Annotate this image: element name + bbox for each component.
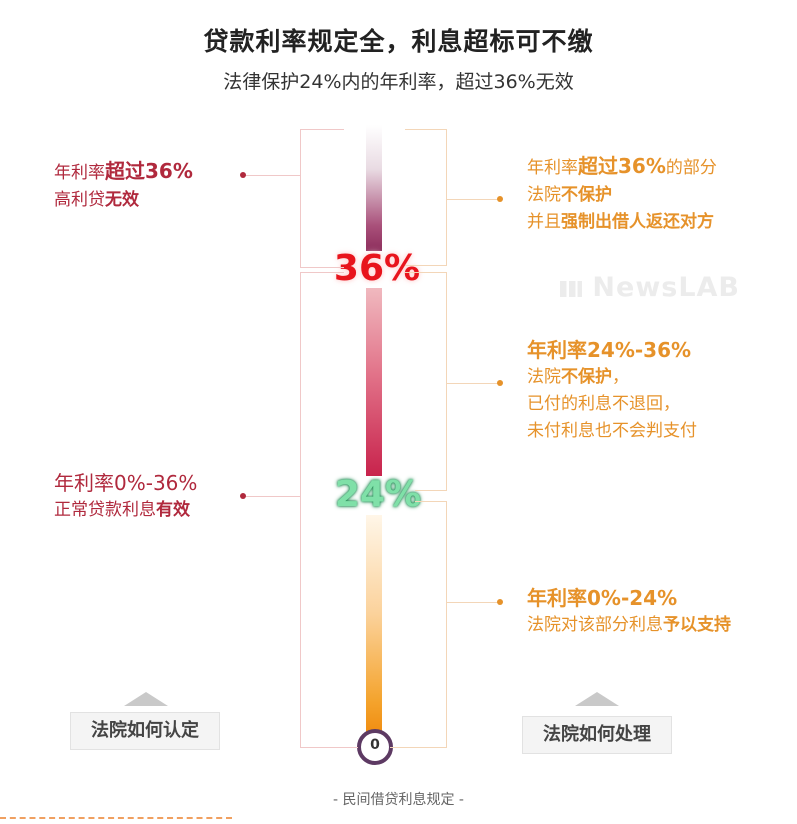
- left-top-connector: [245, 175, 301, 176]
- right-bottom-bracket-bottom: [390, 747, 447, 748]
- right-bottom-bracket-top: [415, 501, 447, 502]
- left-top-bracket-top: [300, 129, 344, 130]
- right-top-bracket-bottom: [405, 265, 447, 266]
- right-bottom-line2-bold: 予以支持: [663, 615, 731, 635]
- left-top-line2-bold: 无效: [105, 190, 139, 210]
- left-top-line1-prefix: 年利率: [54, 163, 105, 183]
- left-top-bracket-side: [300, 129, 301, 268]
- right-middle-dot: [497, 380, 503, 386]
- thermometer-bulb: [357, 729, 393, 765]
- right-bottom-bracket-side: [446, 501, 447, 748]
- watermark: NewsLAB: [560, 272, 740, 303]
- left-bottom-line2-prefix: 正常贷款利息: [54, 500, 156, 520]
- right-top-bracket-top: [405, 129, 447, 130]
- left-bottom-line1: 年利率0%-36%: [54, 471, 198, 495]
- label-36-percent: 36%: [333, 248, 421, 289]
- right-top-note: 年利率超过36%的部分 法院不保护 并且强制出借人返还对方: [527, 153, 787, 236]
- court-determination-button[interactable]: 法院如何认定: [70, 712, 220, 750]
- right-middle-line4: 未付利息也不会判支付: [527, 421, 697, 441]
- right-bottom-line1: 年利率0%-24%: [527, 586, 678, 610]
- right-middle-note: 年利率24%-36% 法院不保护， 已付的利息不退回， 未付利息也不会判支付: [527, 337, 787, 445]
- right-top-line3-prefix: 并且: [527, 212, 561, 232]
- right-bottom-note: 年利率0%-24% 法院对该部分利息予以支持: [527, 585, 787, 639]
- right-bottom-line2-prefix: 法院对该部分利息: [527, 615, 663, 635]
- right-middle-bracket-top: [405, 272, 447, 273]
- thermometer-bottom-segment: [366, 515, 382, 735]
- left-top-dot: [240, 172, 246, 178]
- left-bottom-bracket-bottom: [300, 747, 358, 748]
- left-bottom-bracket-top: [300, 272, 344, 273]
- right-middle-line2-bold: 不保护: [561, 367, 612, 387]
- thermometer-middle-segment: [366, 288, 382, 476]
- watermark-text: NewsLAB: [592, 272, 741, 303]
- right-middle-line2-suffix: ，: [612, 367, 629, 387]
- left-top-line2-prefix: 高利贷: [54, 190, 105, 210]
- left-top-bracket-bottom: [300, 267, 344, 268]
- left-bottom-dot: [240, 493, 246, 499]
- right-top-dot: [497, 196, 503, 202]
- label-24-percent: 24%: [334, 474, 422, 515]
- left-top-line1-bold: 超过36%: [105, 159, 193, 183]
- footer-caption: - 民间借贷利息规定 -: [332, 792, 464, 808]
- left-bottom-connector: [245, 496, 301, 497]
- right-bottom-connector: [446, 602, 500, 603]
- right-top-line2-prefix: 法院: [527, 185, 561, 205]
- right-top-line1-prefix: 年利率: [527, 158, 578, 178]
- thermometer-top-segment: [366, 125, 382, 251]
- right-middle-bracket-bottom: [415, 490, 447, 491]
- left-button-triangle-icon: [124, 692, 168, 706]
- right-top-line1-suffix: 的部分: [665, 158, 717, 178]
- right-middle-line2-prefix: 法院: [527, 367, 561, 387]
- left-bottom-bracket-side: [300, 272, 301, 748]
- footer-dashed-line: [0, 817, 232, 819]
- page-subtitle: 法律保护24%内的年利率，超过36%无效: [223, 71, 574, 93]
- right-button-triangle-icon: [575, 692, 619, 706]
- right-middle-connector: [446, 383, 500, 384]
- left-bottom-line2-bold: 有效: [156, 500, 190, 520]
- right-top-line2-bold: 不保护: [561, 185, 612, 205]
- right-middle-line3: 已付的利息不退回，: [527, 394, 680, 414]
- right-middle-bracket-side: [446, 272, 447, 491]
- left-top-note: 年利率超过36% 高利贷无效: [54, 158, 244, 214]
- right-top-line1-bold: 超过36%: [578, 154, 666, 178]
- right-top-connector: [446, 199, 500, 200]
- page-title: 贷款利率规定全，利息超标可不缴: [203, 27, 594, 56]
- right-middle-line1: 年利率24%-36%: [527, 338, 692, 362]
- court-handling-button[interactable]: 法院如何处理: [522, 716, 672, 754]
- watermark-logo-icon: [560, 280, 582, 297]
- right-top-bracket-side: [446, 129, 447, 266]
- thermometer-bulb-label: 0: [370, 737, 380, 753]
- right-bottom-dot: [497, 599, 503, 605]
- right-top-line3-bold: 强制出借人返还对方: [561, 212, 714, 232]
- left-bottom-note: 年利率0%-36% 正常贷款利息有效: [54, 470, 244, 524]
